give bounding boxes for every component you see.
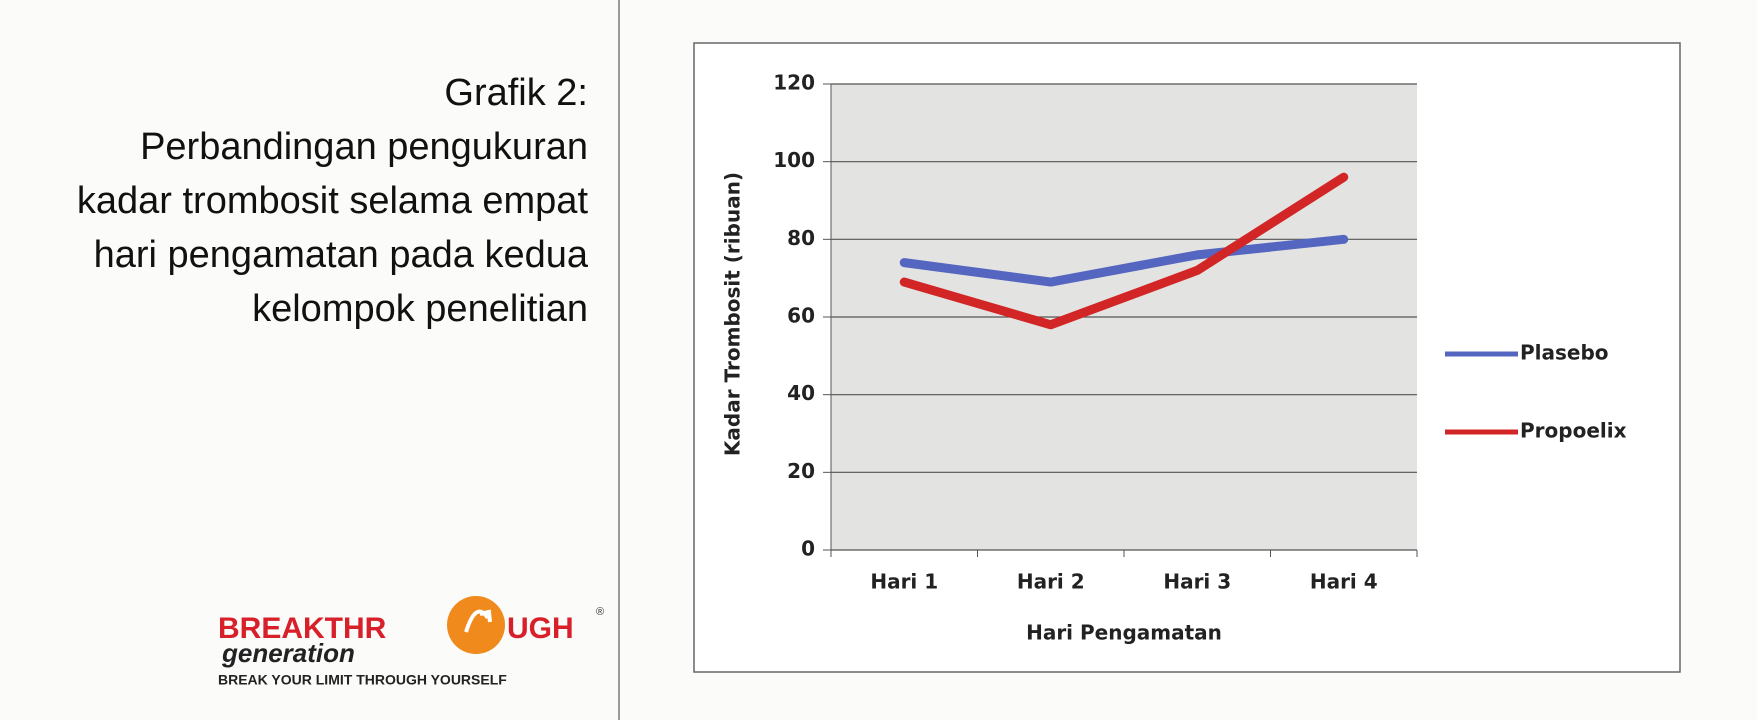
logo-brand: BREAKTHR	[218, 612, 387, 645]
caption: Grafik 2: Perbandingan pengukuran kadar …	[77, 72, 589, 330]
logo-icon	[447, 596, 505, 654]
logo-registered: ®	[596, 606, 604, 618]
x-tick-label: Hari 3	[1163, 570, 1231, 594]
y-tick-label: 40	[787, 381, 815, 405]
series-line	[899, 172, 1349, 330]
y-tick-label: 20	[787, 459, 815, 483]
logo-brand: UGH	[507, 612, 574, 645]
caption-line: kadar trombosit selama empat	[77, 180, 589, 222]
y-tick-label: 60	[787, 304, 815, 328]
caption-line: hari pengamatan pada kedua	[94, 234, 589, 276]
caption-label: Grafik 2:	[444, 72, 588, 114]
x-tick-label: Hari 1	[870, 570, 938, 594]
x-axis-label: Hari Pengamatan	[1026, 621, 1222, 645]
logo-arrow	[464, 609, 492, 633]
y-tick-label: 80	[787, 226, 815, 250]
x-tick-label: Hari 4	[1310, 570, 1378, 594]
legend-label: Plasebo	[1520, 341, 1609, 365]
series-line	[899, 234, 1349, 287]
caption-line: Perbandingan pengukuran	[140, 126, 588, 168]
logo-sub: generation	[221, 638, 355, 668]
y-tick-label: 0	[801, 537, 815, 561]
x-tick-label: Hari 2	[1017, 570, 1085, 594]
caption-line: kelompok penelitian	[252, 288, 588, 330]
y-axis-label: Kadar Trombosit (ribuan)	[721, 172, 745, 456]
logo-tagline: BREAK YOUR LIMIT THROUGH YOURSELF	[218, 672, 507, 688]
logo: BREAKTHR UGH ® generation BREAK YOUR LIM…	[218, 596, 604, 688]
y-tick-label: 100	[773, 148, 815, 172]
legend-label: Propoelix	[1520, 419, 1627, 443]
y-tick-label: 120	[773, 71, 815, 95]
